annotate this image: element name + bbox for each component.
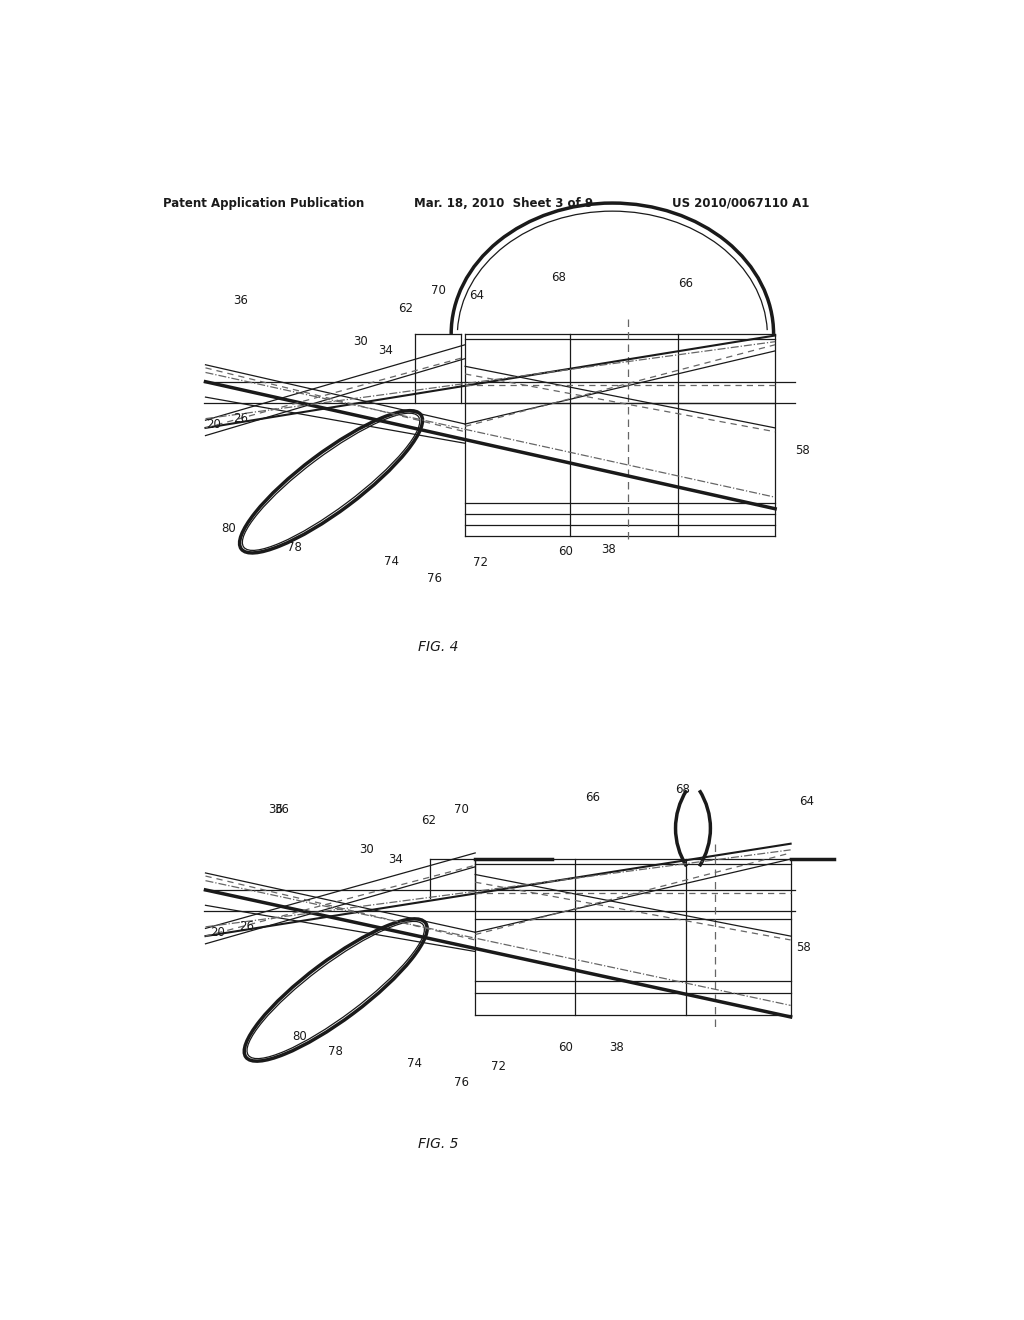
Text: 20: 20	[210, 925, 224, 939]
Text: 70: 70	[430, 284, 445, 297]
Text: 68: 68	[675, 783, 689, 796]
Text: 38: 38	[609, 1041, 624, 1055]
Text: Mar. 18, 2010  Sheet 3 of 9: Mar. 18, 2010 Sheet 3 of 9	[415, 197, 594, 210]
Text: 26: 26	[239, 920, 254, 933]
Text: 34: 34	[379, 345, 393, 358]
Text: 76: 76	[427, 572, 441, 585]
Text: 76: 76	[454, 1076, 469, 1089]
Text: 30: 30	[353, 335, 368, 348]
Text: 38: 38	[601, 543, 615, 556]
Text: 60: 60	[558, 1041, 573, 1055]
Text: 60: 60	[558, 545, 573, 557]
Text: 34: 34	[388, 853, 402, 866]
Text: 64: 64	[799, 795, 814, 808]
Text: 72: 72	[490, 1060, 506, 1073]
Text: 78: 78	[329, 1045, 343, 1059]
Text: 80: 80	[221, 521, 237, 535]
Text: 30: 30	[359, 843, 374, 857]
Text: FIG. 5: FIG. 5	[418, 1137, 459, 1151]
Text: 80: 80	[293, 1030, 307, 1043]
Text: 64: 64	[469, 289, 484, 302]
Text: 58: 58	[795, 445, 810, 458]
Text: 36: 36	[268, 803, 283, 816]
Text: 72: 72	[473, 556, 488, 569]
Text: 66: 66	[679, 277, 693, 289]
Text: 74: 74	[384, 554, 399, 568]
Text: 58: 58	[797, 941, 811, 954]
Text: 26: 26	[232, 412, 248, 425]
Text: 66: 66	[586, 791, 600, 804]
Text: FIG. 4: FIG. 4	[418, 640, 459, 655]
Text: 36: 36	[274, 803, 289, 816]
Text: 36: 36	[232, 294, 248, 308]
Text: 70: 70	[454, 803, 469, 816]
Text: Patent Application Publication: Patent Application Publication	[163, 197, 365, 210]
Text: 74: 74	[408, 1056, 422, 1069]
Text: 78: 78	[287, 541, 302, 554]
Text: 68: 68	[551, 271, 565, 284]
Text: 62: 62	[398, 302, 413, 315]
Text: 20: 20	[206, 417, 221, 430]
Text: US 2010/0067110 A1: US 2010/0067110 A1	[672, 197, 809, 210]
Text: 62: 62	[421, 814, 436, 828]
